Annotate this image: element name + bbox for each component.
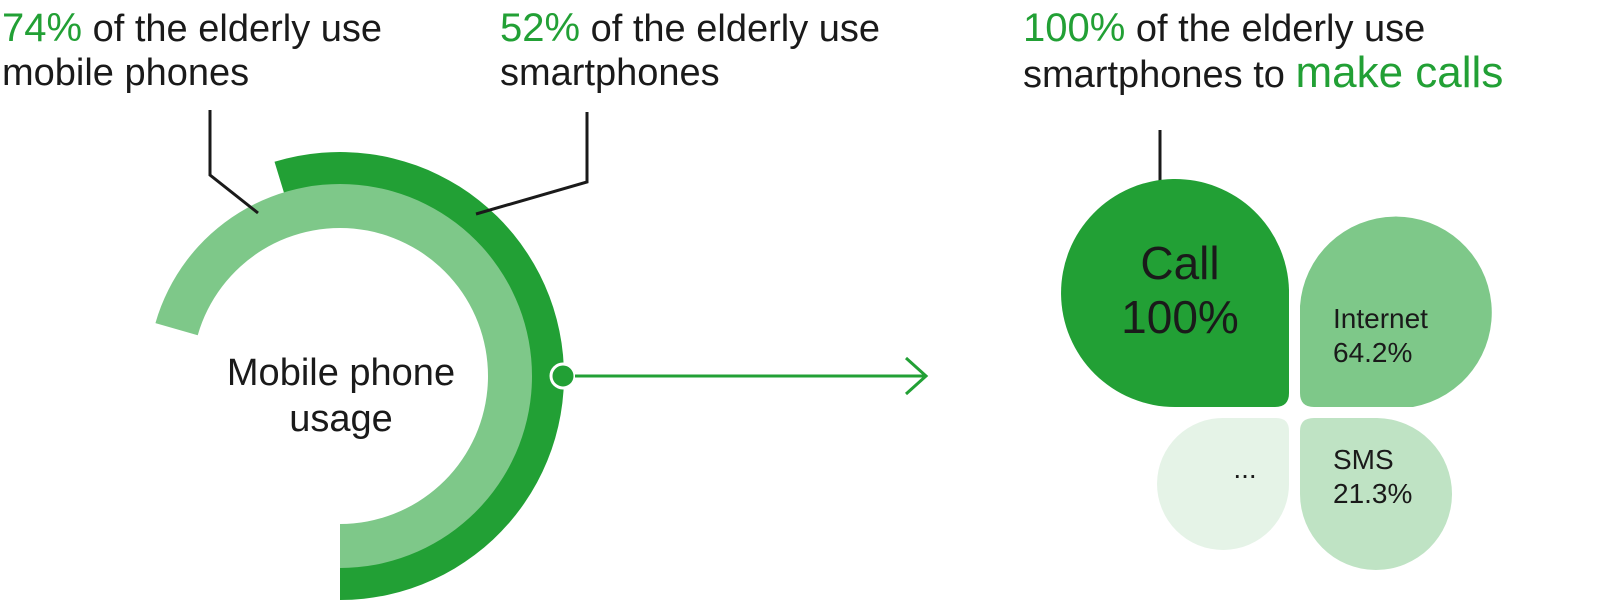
- smartphone-stat: 52% of the elderly use smartphones: [500, 6, 880, 95]
- calls-stat-line2: smartphones to: [1023, 54, 1296, 96]
- mobile-phone-stat-line1: of the elderly use: [82, 8, 383, 50]
- arrow-head: [904, 356, 929, 396]
- mobile-leader-line: [208, 110, 259, 215]
- sms-petal-value: 21.3%: [1333, 478, 1413, 509]
- sms-petal-label: SMS 21.3%: [1333, 443, 1412, 511]
- sms-petal-name: SMS: [1333, 444, 1394, 475]
- arrow-start-dot: [549, 362, 577, 390]
- call-petal-name: Call: [1140, 237, 1220, 289]
- calls-percent: 100%: [1023, 6, 1126, 50]
- other-petal-label: ...: [1233, 453, 1257, 484]
- smartphone-stat-line1: of the elderly use: [580, 8, 881, 50]
- internet-petal-value: 64.2%: [1333, 337, 1413, 368]
- mobile-phone-stat-line2: mobile phones: [2, 52, 250, 94]
- ring-center-label-line2: usage: [289, 398, 393, 440]
- call-petal: [1061, 178, 1289, 407]
- calls-stat: 100% of the elderly use smartphones to m…: [1023, 6, 1503, 97]
- call-petal-value: 100%: [1121, 291, 1239, 343]
- sms-petal: [1300, 418, 1452, 570]
- internet-petal: [1300, 216, 1492, 407]
- call-petal-label: Call 100%: [1090, 236, 1270, 344]
- calls-stat-line1: of the elderly use: [1125, 8, 1426, 50]
- mobile-phone-stat: 74% of the elderly use mobile phones: [2, 6, 382, 95]
- ring-center-label: Mobile phone usage: [200, 350, 482, 442]
- internet-petal-name: Internet: [1333, 303, 1428, 334]
- other-petal: [1157, 417, 1290, 550]
- smartphone-percent: 52%: [500, 6, 581, 50]
- mobile-phone-percent: 74%: [2, 6, 83, 50]
- smartphone-stat-line2: smartphones: [500, 52, 720, 94]
- make-calls-highlight: make calls: [1295, 48, 1504, 97]
- ring-center-label-line1: Mobile phone: [226, 352, 456, 394]
- smartphone-leader-line: [475, 112, 589, 216]
- internet-petal-label: Internet 64.2%: [1333, 302, 1428, 370]
